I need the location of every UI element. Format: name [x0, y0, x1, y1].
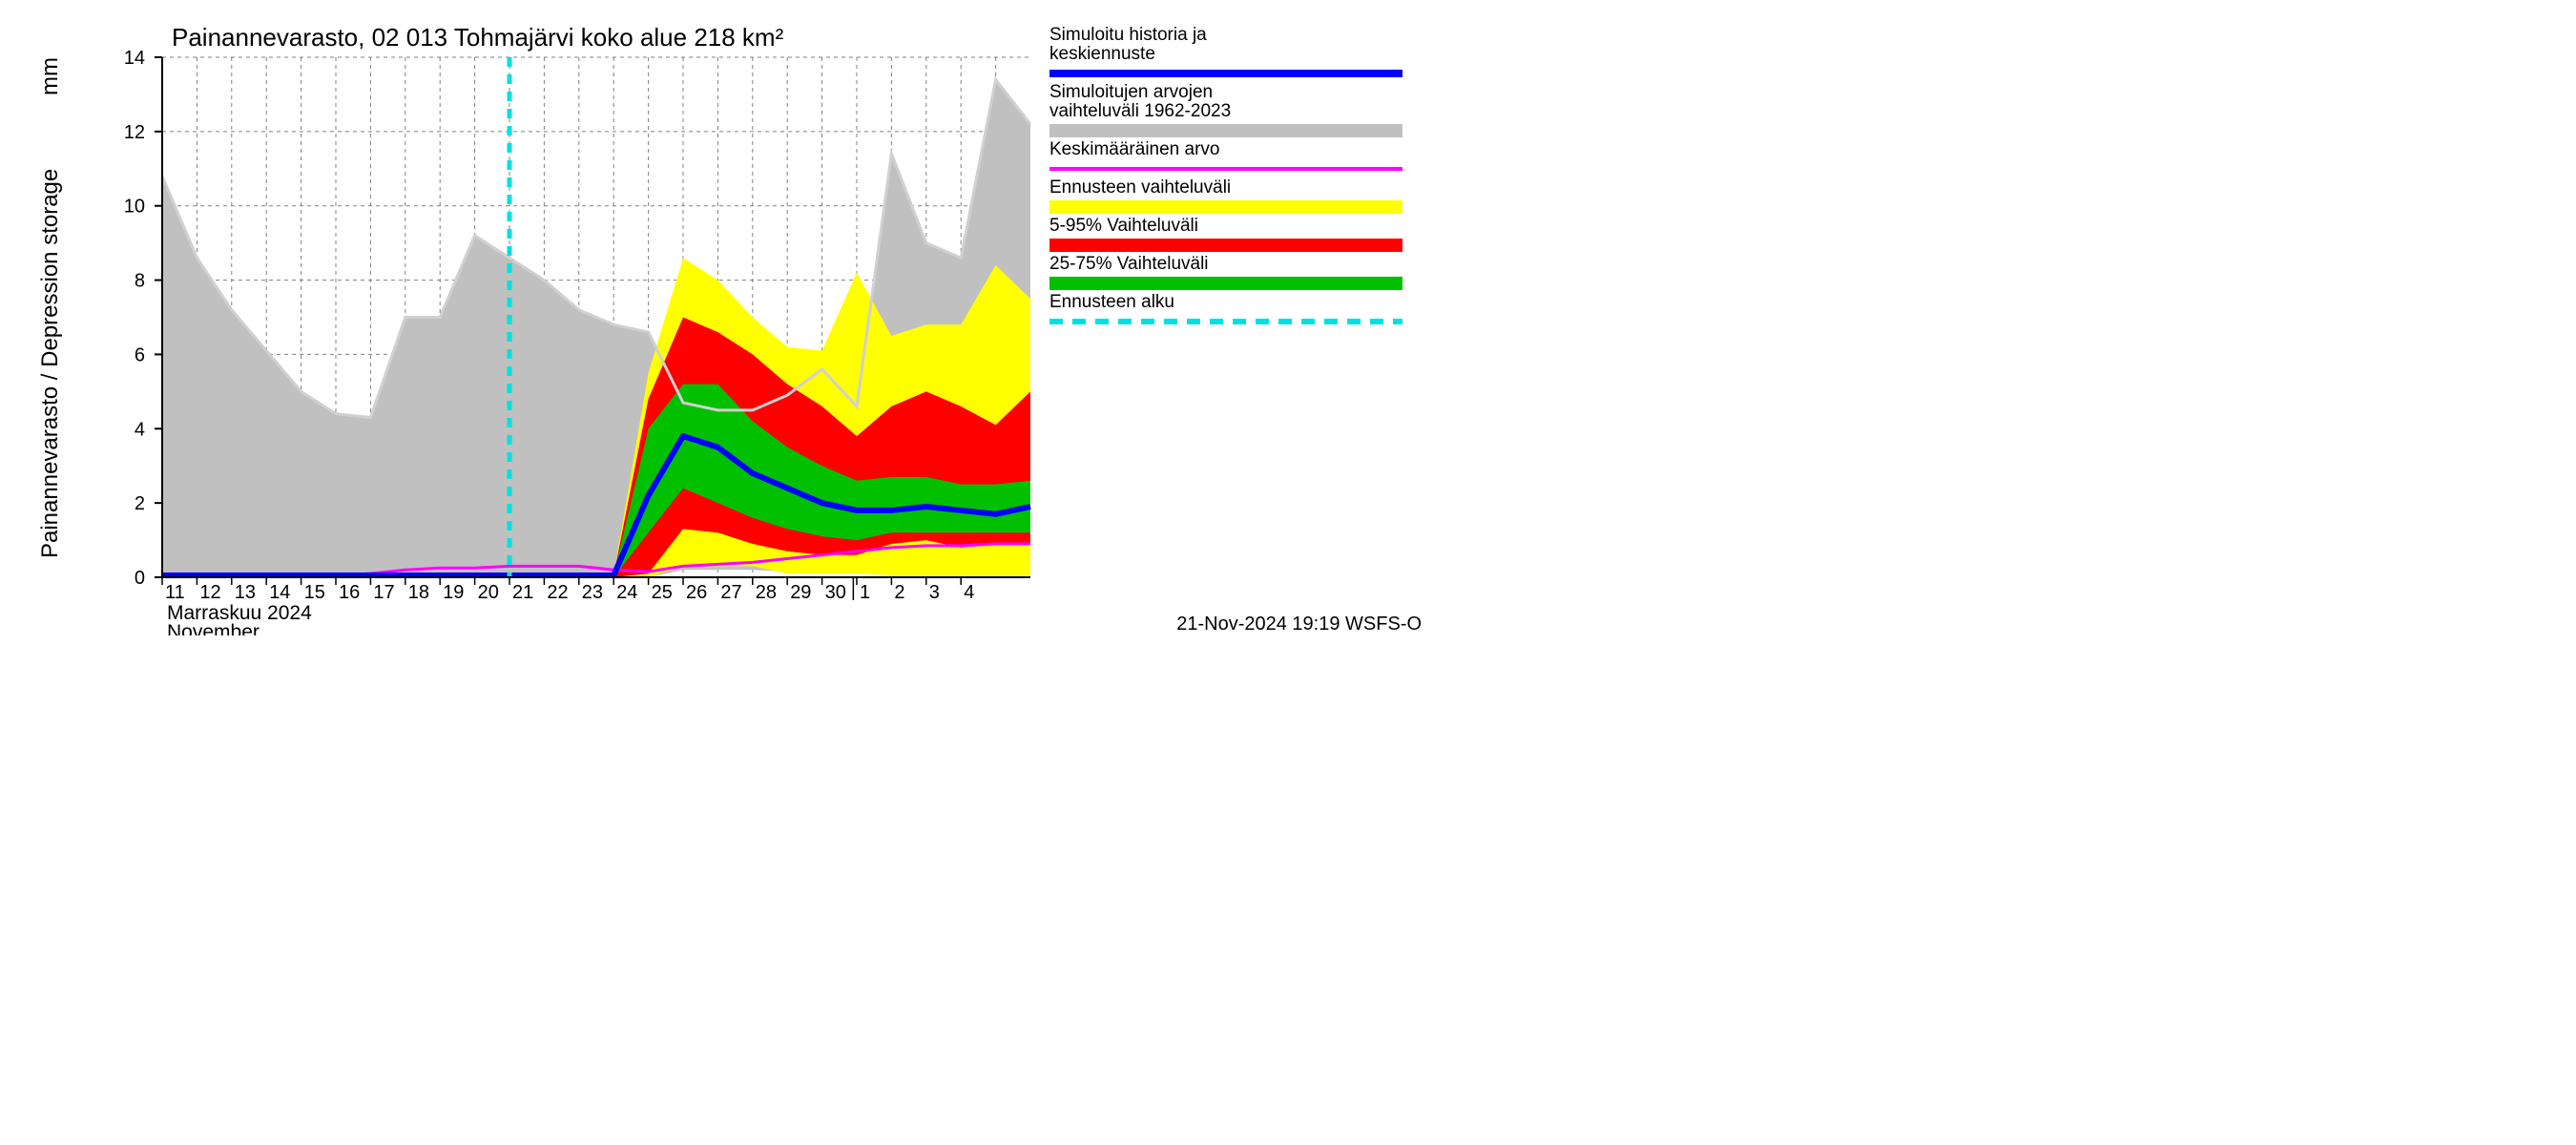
- x-tick-label: 3: [929, 582, 940, 603]
- x-tick-label: 18: [408, 582, 429, 603]
- y-axis-unit: mm: [37, 57, 63, 95]
- x-tick-label: 14: [269, 582, 290, 603]
- x-tick-label: 16: [339, 582, 360, 603]
- y-tick-label: 8: [135, 271, 145, 292]
- x-tick-label: 19: [443, 582, 464, 603]
- depression-storage-chart: 0246810121411121314151617181920212223242…: [0, 0, 1431, 635]
- y-tick-label: 6: [135, 344, 145, 365]
- x-tick-label: 1: [860, 582, 870, 603]
- y-tick-label: 10: [124, 197, 145, 218]
- x-tick-label: 22: [547, 582, 568, 603]
- x-tick-label: 30: [825, 582, 846, 603]
- legend-label: Simuloitu historia ja: [1049, 25, 1207, 45]
- y-tick-label: 12: [124, 122, 145, 143]
- x-tick-label: 28: [756, 582, 777, 603]
- x-tick-label: 2: [894, 582, 904, 603]
- legend-label: 5-95% Vaihteluväli: [1049, 216, 1198, 236]
- y-tick-label: 14: [124, 48, 145, 69]
- legend-label: keskiennuste: [1049, 44, 1155, 64]
- x-tick-label: 26: [686, 582, 707, 603]
- legend-swatch: [1049, 239, 1402, 252]
- x-tick-label: 29: [790, 582, 811, 603]
- x-tick-label: 24: [616, 582, 637, 603]
- legend-label: Ennusteen vaihteluväli: [1049, 177, 1231, 198]
- y-tick-label: 4: [135, 419, 145, 440]
- y-tick-label: 2: [135, 493, 145, 514]
- x-tick-label: 12: [199, 582, 220, 603]
- x-tick-label: 23: [582, 582, 603, 603]
- legend-label: vaihteluväli 1962-2023: [1049, 101, 1231, 121]
- legend-label: Keskimääräinen arvo: [1049, 139, 1219, 159]
- y-axis-label: Painannevarasto / Depression storage: [37, 169, 63, 558]
- legend-swatch: [1049, 200, 1402, 214]
- x-tick-label: 25: [652, 582, 673, 603]
- x-tick-label: 17: [373, 582, 394, 603]
- x-tick-label: 21: [512, 582, 533, 603]
- x-tick-label: 13: [235, 582, 256, 603]
- legend-label: Simuloitujen arvojen: [1049, 82, 1213, 102]
- x-axis-month-en: November: [167, 621, 260, 635]
- x-tick-label: 20: [478, 582, 499, 603]
- x-tick-label: 4: [964, 582, 974, 603]
- x-tick-label: 11: [165, 582, 185, 603]
- chart-title: Painannevarasto, 02 013 Tohmajärvi koko …: [172, 23, 784, 52]
- legend-label: Ennusteen alku: [1049, 292, 1174, 312]
- legend-label: 25-75% Vaihteluväli: [1049, 254, 1209, 274]
- x-tick-label: 27: [720, 582, 741, 603]
- y-tick-label: 0: [135, 568, 145, 589]
- legend-swatch: [1049, 277, 1402, 290]
- x-tick-label: 15: [304, 582, 325, 603]
- legend-swatch: [1049, 124, 1402, 137]
- chart-footer: 21-Nov-2024 19:19 WSFS-O: [1176, 614, 1422, 635]
- chart-container: 0246810121411121314151617181920212223242…: [0, 0, 1431, 635]
